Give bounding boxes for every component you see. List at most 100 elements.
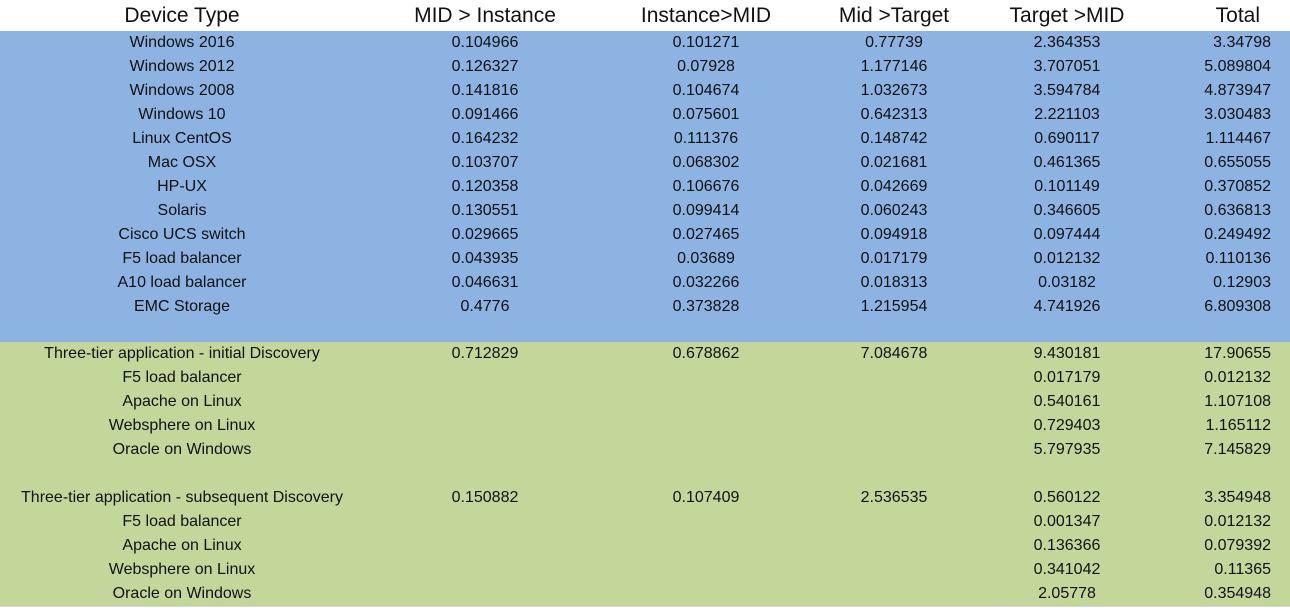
total-cell[interactable]: 0.11365 xyxy=(1152,558,1290,582)
empty-cell[interactable] xyxy=(364,319,606,342)
mid-to-target-cell[interactable]: 1.032673 xyxy=(806,79,982,103)
instance-to-mid-cell[interactable] xyxy=(606,390,806,414)
instance-to-mid-cell[interactable] xyxy=(606,582,806,607)
total-cell[interactable]: 6.809308 xyxy=(1152,295,1290,319)
target-to-mid-cell[interactable]: 0.690117 xyxy=(982,127,1152,151)
empty-cell[interactable] xyxy=(1152,319,1290,342)
mid-to-target-cell[interactable] xyxy=(806,558,982,582)
device-type-cell[interactable]: Three-tier application - initial Discove… xyxy=(0,342,364,366)
instance-to-mid-cell[interactable]: 0.678862 xyxy=(606,342,806,366)
empty-cell[interactable] xyxy=(364,462,606,486)
instance-to-mid-cell[interactable]: 0.075601 xyxy=(606,103,806,127)
instance-to-mid-cell[interactable] xyxy=(606,510,806,534)
instance-to-mid-cell[interactable]: 0.101271 xyxy=(606,31,806,55)
header-target-to-mid[interactable]: Target >MID xyxy=(982,0,1152,31)
instance-to-mid-cell[interactable]: 0.032266 xyxy=(606,271,806,295)
target-to-mid-cell[interactable]: 0.346605 xyxy=(982,199,1152,223)
device-type-cell[interactable]: Apache on Linux xyxy=(0,390,364,414)
device-type-cell[interactable]: Linux CentOS xyxy=(0,127,364,151)
empty-cell[interactable] xyxy=(982,319,1152,342)
total-cell[interactable]: 3.354948 xyxy=(1152,486,1290,510)
mid-to-instance-cell[interactable]: 0.164232 xyxy=(364,127,606,151)
mid-to-instance-cell[interactable] xyxy=(364,438,606,462)
instance-to-mid-cell[interactable] xyxy=(606,558,806,582)
total-cell[interactable]: 0.636813 xyxy=(1152,199,1290,223)
target-to-mid-cell[interactable]: 0.097444 xyxy=(982,223,1152,247)
total-cell[interactable]: 1.107108 xyxy=(1152,390,1290,414)
target-to-mid-cell[interactable]: 9.430181 xyxy=(982,342,1152,366)
mid-to-instance-cell[interactable]: 0.103707 xyxy=(364,151,606,175)
instance-to-mid-cell[interactable]: 0.106676 xyxy=(606,175,806,199)
empty-cell[interactable] xyxy=(1152,462,1290,486)
device-type-cell[interactable]: Oracle on Windows xyxy=(0,438,364,462)
instance-to-mid-cell[interactable]: 0.027465 xyxy=(606,223,806,247)
target-to-mid-cell[interactable]: 0.560122 xyxy=(982,486,1152,510)
empty-cell[interactable] xyxy=(806,319,982,342)
empty-cell[interactable] xyxy=(982,462,1152,486)
target-to-mid-cell[interactable]: 3.707051 xyxy=(982,55,1152,79)
mid-to-target-cell[interactable]: 0.77739 xyxy=(806,31,982,55)
mid-to-target-cell[interactable]: 0.642313 xyxy=(806,103,982,127)
mid-to-instance-cell[interactable]: 0.120358 xyxy=(364,175,606,199)
total-cell[interactable]: 7.145829 xyxy=(1152,438,1290,462)
target-to-mid-cell[interactable]: 0.341042 xyxy=(982,558,1152,582)
mid-to-target-cell[interactable]: 0.148742 xyxy=(806,127,982,151)
instance-to-mid-cell[interactable]: 0.07928 xyxy=(606,55,806,79)
instance-to-mid-cell[interactable] xyxy=(606,438,806,462)
mid-to-target-cell[interactable] xyxy=(806,414,982,438)
device-type-cell[interactable]: Windows 2008 xyxy=(0,79,364,103)
mid-to-instance-cell[interactable]: 0.091466 xyxy=(364,103,606,127)
device-type-cell[interactable]: Websphere on Linux xyxy=(0,414,364,438)
target-to-mid-cell[interactable]: 0.101149 xyxy=(982,175,1152,199)
total-cell[interactable]: 1.114467 xyxy=(1152,127,1290,151)
device-type-cell[interactable]: Websphere on Linux xyxy=(0,558,364,582)
device-type-cell[interactable]: Three-tier application - subsequent Disc… xyxy=(0,486,364,510)
device-type-cell[interactable]: F5 load balancer xyxy=(0,510,364,534)
mid-to-instance-cell[interactable]: 0.046631 xyxy=(364,271,606,295)
instance-to-mid-cell[interactable] xyxy=(606,534,806,558)
target-to-mid-cell[interactable]: 2.05778 xyxy=(982,582,1152,607)
target-to-mid-cell[interactable]: 3.594784 xyxy=(982,79,1152,103)
total-cell[interactable]: 4.873947 xyxy=(1152,79,1290,103)
mid-to-target-cell[interactable] xyxy=(806,582,982,607)
target-to-mid-cell[interactable]: 0.017179 xyxy=(982,366,1152,390)
total-cell[interactable]: 17.90655 xyxy=(1152,342,1290,366)
mid-to-target-cell[interactable]: 0.021681 xyxy=(806,151,982,175)
target-to-mid-cell[interactable]: 2.221103 xyxy=(982,103,1152,127)
mid-to-target-cell[interactable]: 0.018313 xyxy=(806,271,982,295)
target-to-mid-cell[interactable]: 0.540161 xyxy=(982,390,1152,414)
device-type-cell[interactable]: Windows 2016 xyxy=(0,31,364,55)
mid-to-instance-cell[interactable] xyxy=(364,390,606,414)
total-cell[interactable]: 0.079392 xyxy=(1152,534,1290,558)
mid-to-instance-cell[interactable]: 0.130551 xyxy=(364,199,606,223)
mid-to-instance-cell[interactable]: 0.043935 xyxy=(364,247,606,271)
device-type-cell[interactable]: F5 load balancer xyxy=(0,366,364,390)
mid-to-instance-cell[interactable] xyxy=(364,366,606,390)
mid-to-instance-cell[interactable]: 0.029665 xyxy=(364,223,606,247)
mid-to-instance-cell[interactable] xyxy=(364,534,606,558)
mid-to-target-cell[interactable] xyxy=(806,366,982,390)
total-cell[interactable]: 0.370852 xyxy=(1152,175,1290,199)
mid-to-instance-cell[interactable]: 0.712829 xyxy=(364,342,606,366)
instance-to-mid-cell[interactable]: 0.107409 xyxy=(606,486,806,510)
empty-cell[interactable] xyxy=(0,462,364,486)
device-type-cell[interactable]: F5 load balancer xyxy=(0,247,364,271)
total-cell[interactable]: 0.655055 xyxy=(1152,151,1290,175)
mid-to-instance-cell[interactable] xyxy=(364,582,606,607)
target-to-mid-cell[interactable]: 2.364353 xyxy=(982,31,1152,55)
target-to-mid-cell[interactable]: 4.741926 xyxy=(982,295,1152,319)
target-to-mid-cell[interactable]: 0.001347 xyxy=(982,510,1152,534)
device-type-cell[interactable]: Solaris xyxy=(0,199,364,223)
target-to-mid-cell[interactable]: 0.03182 xyxy=(982,271,1152,295)
header-mid-to-instance[interactable]: MID > Instance xyxy=(364,0,606,31)
mid-to-target-cell[interactable]: 7.084678 xyxy=(806,342,982,366)
mid-to-target-cell[interactable] xyxy=(806,390,982,414)
header-mid-to-target[interactable]: Mid >Target xyxy=(806,0,982,31)
empty-cell[interactable] xyxy=(0,319,364,342)
instance-to-mid-cell[interactable]: 0.03689 xyxy=(606,247,806,271)
instance-to-mid-cell[interactable]: 0.373828 xyxy=(606,295,806,319)
total-cell[interactable]: 1.165112 xyxy=(1152,414,1290,438)
mid-to-target-cell[interactable]: 2.536535 xyxy=(806,486,982,510)
mid-to-instance-cell[interactable]: 0.126327 xyxy=(364,55,606,79)
instance-to-mid-cell[interactable]: 0.111376 xyxy=(606,127,806,151)
